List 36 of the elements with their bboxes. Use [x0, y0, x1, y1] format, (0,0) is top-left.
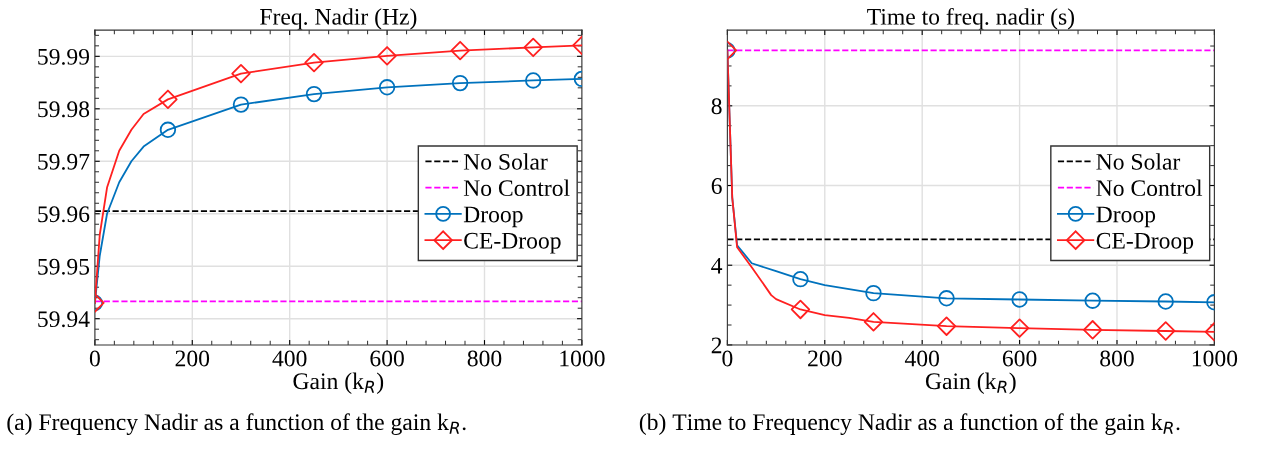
- text: (a) Frequency Nadir as a function of the gain k$_{R}$.: [7, 413, 466, 435]
- x-tick-label: 400: [904, 350, 939, 367]
- text: (b) Time to Frequency Nadir as a function of the gain k$_{R}$.: [639, 413, 1180, 435]
- x-tick-label: 1000: [560, 350, 605, 367]
- x-tick-label: 800: [467, 350, 502, 367]
- legend-label: CE-Droop: [1096, 232, 1194, 254]
- y-tick-label: 6: [711, 178, 722, 194]
- legend-label: CE-Droop: [464, 232, 561, 254]
- y-tick-label: 59.96: [38, 206, 90, 223]
- x-tick-label: 200: [808, 350, 842, 367]
- y-tick-label: 4: [711, 257, 723, 274]
- x-axis-title: Gain (k$_{R}$): [925, 372, 1016, 395]
- chart-title: Freq. Nadir (Hz): [260, 8, 417, 30]
- legend-label: No Solar: [1096, 153, 1181, 170]
- x-tick-label: 0: [722, 350, 733, 367]
- y-tick-label: 2: [711, 337, 722, 354]
- y-tick-label: 59.97: [38, 153, 90, 170]
- y-tick-label: 59.99: [38, 48, 90, 65]
- x-tick-label: 600: [370, 350, 404, 367]
- x-tick-label: 200: [175, 350, 210, 367]
- legend-label: No Control: [463, 179, 570, 197]
- x-tick-label: 800: [1100, 350, 1134, 367]
- x-tick-label: 0: [89, 350, 100, 367]
- x-axis-title: Gain (k$_{R}$): [293, 372, 384, 395]
- y-tick-label: 59.94: [38, 311, 90, 328]
- x-tick-label: 600: [1002, 350, 1037, 367]
- y-tick-label: 59.95: [38, 258, 90, 275]
- chart-title: Time to freq. nadir (s): [867, 7, 1075, 30]
- y-tick-label: 59.98: [38, 101, 90, 118]
- legend-label: Droop: [1096, 206, 1156, 228]
- legend-label: Droop: [463, 206, 523, 228]
- x-tick-label: 400: [272, 350, 307, 367]
- x-tick-label: 1000: [1192, 350, 1238, 367]
- y-tick-label: 8: [711, 98, 722, 115]
- legend-label: No Control: [1096, 179, 1203, 197]
- legend-label: No Solar: [463, 153, 548, 170]
